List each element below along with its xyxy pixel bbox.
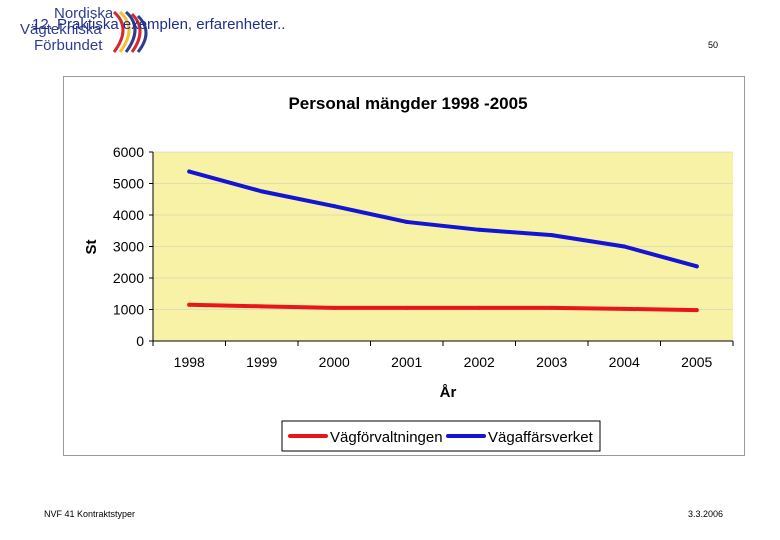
data-point <box>187 302 192 307</box>
page-number: 50 <box>708 40 719 50</box>
data-point <box>187 169 192 174</box>
y-tick-label: 0 <box>136 333 144 349</box>
footer-date: 3.3.2006 <box>688 509 724 519</box>
y-tick-label: 6000 <box>113 144 144 160</box>
data-point <box>259 304 264 309</box>
legend-box <box>281 420 601 452</box>
data-point <box>549 305 554 310</box>
data-point <box>549 233 554 238</box>
x-axis-title: År <box>440 384 457 401</box>
y-tick-label: 5000 <box>113 176 144 192</box>
y-axis-title: St <box>83 239 100 254</box>
legend-label-2: Vägaffärsverket <box>488 429 594 446</box>
y-tick-label: 2000 <box>113 270 144 286</box>
legend-label-1: Vägförvaltningen <box>330 429 443 446</box>
series-line-1 <box>187 302 699 313</box>
logo-stripes-icon <box>112 10 148 53</box>
series-line-2 <box>187 169 699 269</box>
y-tick-label: 1000 <box>113 302 144 318</box>
data-point <box>404 305 409 310</box>
data-point <box>694 308 699 313</box>
data-point <box>622 244 627 249</box>
data-point <box>622 306 627 311</box>
logo-line-1: Nordiska <box>54 5 114 22</box>
y-tick-label: 4000 <box>113 207 144 223</box>
footer-left: NVF 41 Kontraktstyper <box>44 509 136 519</box>
data-point <box>332 204 337 209</box>
line-chart: 0 1000 2000 3000 4000 5000 6000 1998 1999 2000 200… <box>83 94 734 452</box>
x-tick-label: 2001 <box>391 354 422 370</box>
data-point <box>404 219 409 224</box>
x-tick-label: 2004 <box>609 354 640 370</box>
chart-frame: 0 1000 2000 3000 4000 5000 6000 1998 1999 2000 200… <box>63 76 745 456</box>
x-tick-label: 2003 <box>536 354 567 370</box>
y-tick-label: 3000 <box>113 239 144 255</box>
x-tick-label: 2005 <box>681 354 712 370</box>
data-point <box>477 305 482 310</box>
data-point <box>332 305 337 310</box>
logo-line-2: Vägtekniska <box>20 21 102 38</box>
logo-line-3: Förbundet <box>34 37 103 54</box>
chart-title: Personal mängder 1998 -2005 <box>288 94 527 113</box>
data-point <box>477 227 482 232</box>
x-tick-label: 1998 <box>174 354 205 370</box>
x-tick-label: 2002 <box>464 354 495 370</box>
x-tick-label: 1999 <box>246 354 277 370</box>
data-point <box>694 264 699 269</box>
nvf-logo: Nordiska Vägtekniska Förbundet <box>14 6 164 60</box>
slide-title: 12. Praktiska exemplen, erfarenheter.. <box>32 16 286 33</box>
data-point <box>259 189 264 194</box>
x-tick-label: 2000 <box>319 354 350 370</box>
